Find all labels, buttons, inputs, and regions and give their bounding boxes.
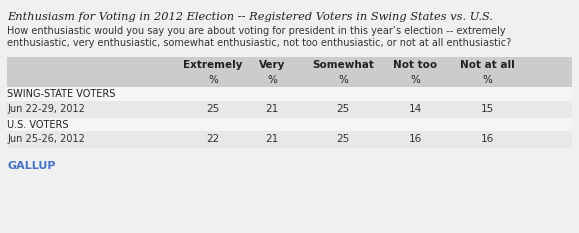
Text: 21: 21 (265, 134, 278, 144)
Text: 25: 25 (336, 134, 350, 144)
Text: 14: 14 (408, 104, 422, 114)
Text: GALLUP: GALLUP (7, 161, 56, 171)
Text: %: % (482, 75, 492, 85)
Text: U.S. VOTERS: U.S. VOTERS (7, 120, 68, 130)
Text: Enthusiasm for Voting in 2012 Election -- Registered Voters in Swing States vs. : Enthusiasm for Voting in 2012 Election -… (7, 12, 493, 22)
Text: Not at all: Not at all (460, 60, 514, 70)
Text: %: % (267, 75, 277, 85)
Text: 21: 21 (265, 104, 278, 114)
Text: enthusiastic, very enthusiastic, somewhat enthusiastic, not too enthusiastic, or: enthusiastic, very enthusiastic, somewha… (7, 38, 511, 48)
Text: %: % (410, 75, 420, 85)
Text: Very: Very (259, 60, 285, 70)
Text: %: % (208, 75, 218, 85)
Text: 16: 16 (408, 134, 422, 144)
Text: Jun 25-26, 2012: Jun 25-26, 2012 (7, 134, 85, 144)
Text: 22: 22 (206, 134, 219, 144)
Text: How enthusiastic would you say you are about voting for president in this year’s: How enthusiastic would you say you are a… (7, 26, 505, 36)
Text: Not too: Not too (393, 60, 437, 70)
Text: SWING-STATE VOTERS: SWING-STATE VOTERS (7, 89, 115, 99)
Text: 15: 15 (481, 104, 494, 114)
Text: %: % (338, 75, 348, 85)
Text: Extremely: Extremely (183, 60, 243, 70)
Text: Jun 22-29, 2012: Jun 22-29, 2012 (7, 104, 85, 114)
Text: 25: 25 (206, 104, 219, 114)
Text: 16: 16 (481, 134, 494, 144)
Text: 25: 25 (336, 104, 350, 114)
Text: Somewhat: Somewhat (312, 60, 374, 70)
